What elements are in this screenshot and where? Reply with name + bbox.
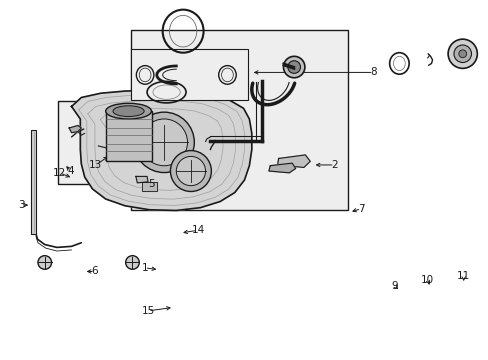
Circle shape: [447, 39, 476, 68]
Circle shape: [453, 45, 470, 63]
Text: 1: 1: [141, 263, 148, 273]
Bar: [131, 49, 248, 100]
Circle shape: [134, 112, 194, 172]
Text: 8: 8: [369, 67, 376, 77]
Circle shape: [283, 56, 305, 78]
Circle shape: [141, 119, 187, 166]
Bar: [31, 130, 36, 234]
Circle shape: [287, 61, 300, 73]
Ellipse shape: [113, 106, 144, 117]
Text: 10: 10: [420, 275, 433, 285]
Polygon shape: [268, 163, 295, 173]
Text: 2: 2: [331, 160, 337, 170]
Text: 3: 3: [18, 200, 25, 210]
Bar: [58, 101, 170, 184]
Text: 6: 6: [91, 266, 98, 276]
Circle shape: [125, 256, 139, 269]
Text: 11: 11: [456, 271, 469, 281]
Bar: [105, 111, 152, 161]
Text: 13: 13: [89, 160, 102, 170]
Polygon shape: [136, 176, 148, 183]
Polygon shape: [142, 182, 157, 191]
Circle shape: [458, 50, 466, 58]
Circle shape: [170, 150, 211, 192]
Text: 7: 7: [357, 204, 364, 214]
Ellipse shape: [105, 103, 151, 119]
Text: 4: 4: [67, 166, 74, 176]
Text: 5: 5: [148, 179, 155, 189]
Text: 12: 12: [53, 168, 66, 178]
Polygon shape: [277, 155, 309, 167]
Polygon shape: [69, 126, 81, 133]
Polygon shape: [71, 90, 251, 211]
Circle shape: [176, 157, 205, 186]
Circle shape: [38, 256, 52, 269]
Text: 15: 15: [141, 306, 154, 316]
Text: 14: 14: [191, 225, 204, 235]
Text: 9: 9: [390, 281, 397, 291]
Bar: [131, 31, 347, 210]
